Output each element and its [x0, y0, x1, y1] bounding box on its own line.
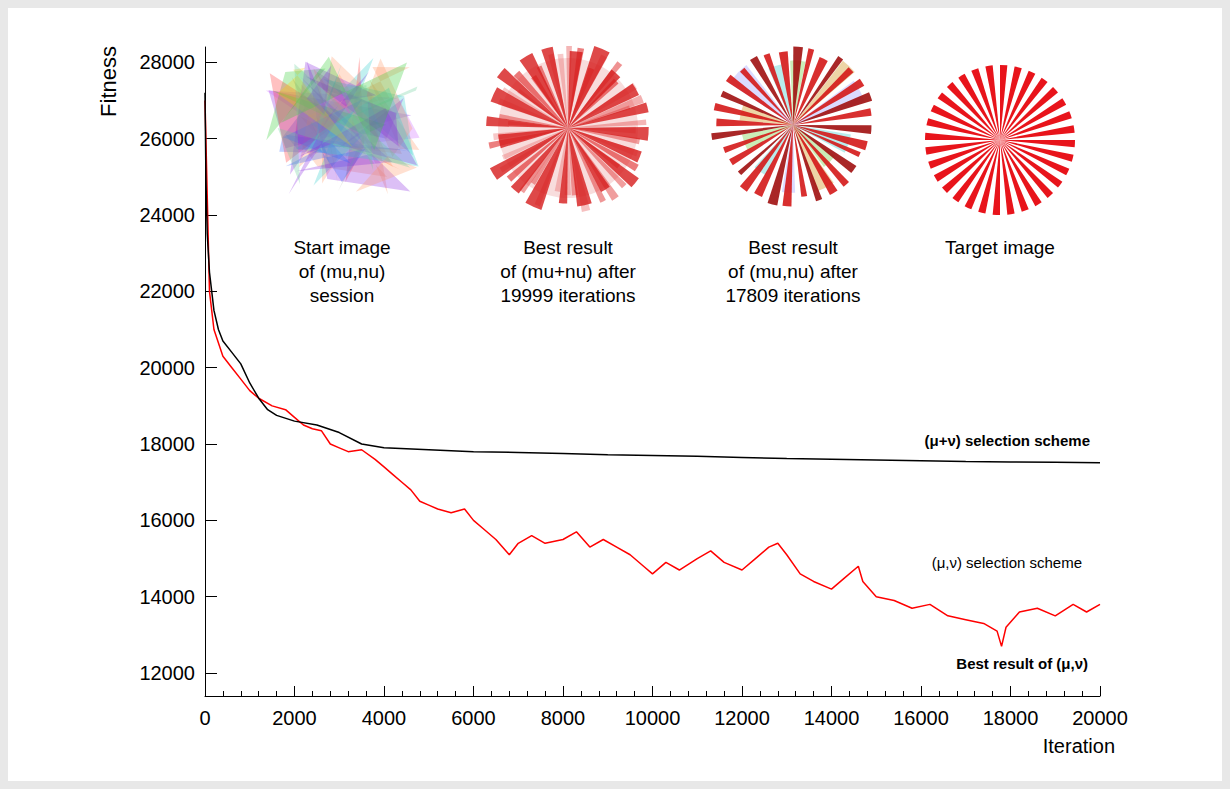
svg-text:Best result of (μ,ν): Best result of (μ,ν) [956, 655, 1088, 672]
svg-text:12000: 12000 [139, 662, 195, 684]
svg-text:Fitness: Fitness [96, 46, 121, 117]
svg-text:14000: 14000 [139, 586, 195, 608]
svg-text:Target image: Target image [945, 237, 1055, 258]
svg-text:18000: 18000 [983, 707, 1039, 729]
svg-text:20000: 20000 [139, 357, 195, 379]
svg-text:(μ,ν) selection scheme: (μ,ν) selection scheme [932, 554, 1082, 571]
svg-text:26000: 26000 [139, 128, 195, 150]
svg-text:0: 0 [199, 707, 210, 729]
svg-text:of (mu,nu): of (mu,nu) [299, 261, 386, 282]
svg-text:8000: 8000 [541, 707, 586, 729]
svg-text:4000: 4000 [362, 707, 407, 729]
svg-text:Iteration: Iteration [1043, 735, 1115, 757]
svg-text:session: session [310, 285, 374, 306]
svg-text:12000: 12000 [714, 707, 770, 729]
svg-text:of (mu+nu) after: of (mu+nu) after [500, 261, 636, 282]
svg-text:17809 iterations: 17809 iterations [725, 285, 860, 306]
svg-text:28000: 28000 [139, 51, 195, 73]
svg-text:22000: 22000 [139, 280, 195, 302]
svg-text:(μ+ν) selection scheme: (μ+ν) selection scheme [925, 432, 1091, 449]
svg-text:2000: 2000 [272, 707, 317, 729]
svg-text:Start image: Start image [293, 237, 390, 258]
svg-text:24000: 24000 [139, 204, 195, 226]
svg-text:14000: 14000 [804, 707, 860, 729]
svg-text:20000: 20000 [1072, 707, 1128, 729]
svg-text:16000: 16000 [893, 707, 949, 729]
svg-text:19999 iterations: 19999 iterations [500, 285, 635, 306]
svg-text:of (mu,nu) after: of (mu,nu) after [728, 261, 859, 282]
svg-text:10000: 10000 [625, 707, 681, 729]
svg-text:Best result: Best result [523, 237, 613, 258]
svg-text:18000: 18000 [139, 433, 195, 455]
svg-text:6000: 6000 [451, 707, 496, 729]
svg-text:16000: 16000 [139, 509, 195, 531]
svg-text:Best result: Best result [748, 237, 838, 258]
